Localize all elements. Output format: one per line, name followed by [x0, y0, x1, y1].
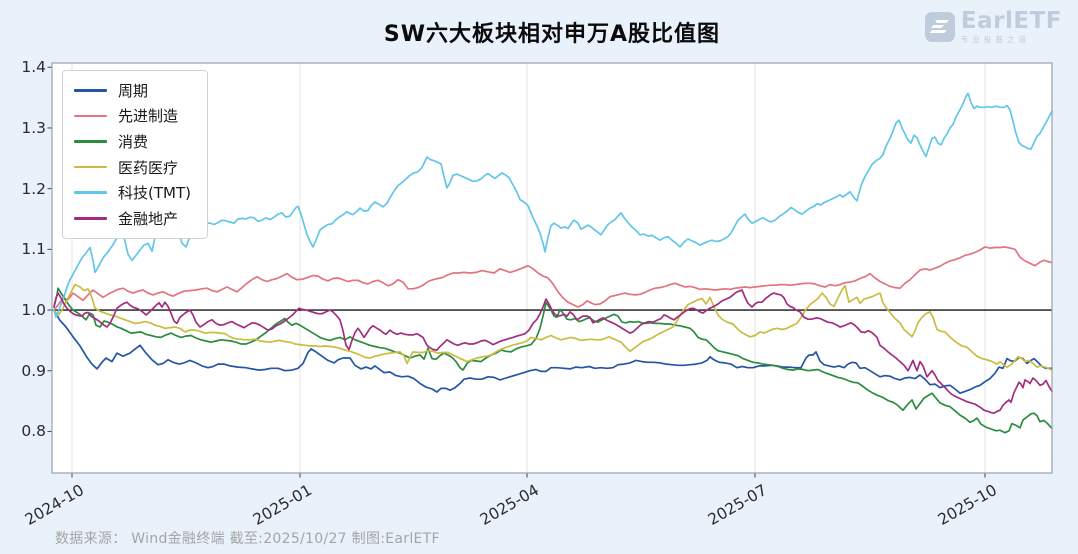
- y-axis-tick-label: 1.3: [21, 118, 46, 137]
- series-line-金融地产: [53, 289, 1053, 415]
- series-line-消费: [53, 287, 1053, 434]
- plot-area: [52, 63, 1052, 473]
- earletf-logo-icon: [924, 11, 955, 42]
- line-swatch: [74, 140, 107, 143]
- line-swatch: [74, 216, 107, 220]
- line-swatch: [74, 114, 107, 118]
- y-axis-tick-label: 1.0: [21, 301, 46, 320]
- y-axis-tick-label: 0.8: [21, 422, 46, 441]
- line-swatch: [74, 191, 107, 194]
- legend-item: 消费: [74, 130, 191, 153]
- legend: 周期 先进制造 消费 医药医疗 科技(TMT) 金融地产: [62, 70, 208, 239]
- series-line-周期: [53, 309, 1053, 395]
- legend-item: 周期: [74, 79, 191, 102]
- line-swatch: [74, 165, 107, 169]
- legend-item: 金融地产: [74, 207, 191, 230]
- y-axis-tick-label: 1.1: [21, 240, 46, 259]
- legend-item: 先进制造: [74, 105, 191, 128]
- series-line-科技(TMT): [53, 92, 1053, 319]
- earletf-watermark: EarlETF 专业投基之道: [924, 8, 1062, 44]
- y-axis-tick-label: 0.9: [21, 361, 46, 380]
- series-line-先进制造: [53, 246, 1053, 311]
- plot-border: [51, 62, 1053, 474]
- y-axis-tick-label: 1.2: [21, 179, 46, 198]
- y-axis-tick-label: 1.4: [21, 58, 46, 77]
- legend-item: 科技(TMT): [74, 181, 191, 204]
- brand-tagline: 专业投基之道: [960, 35, 1030, 44]
- line-swatch: [74, 89, 107, 92]
- series-line-医药医疗: [53, 283, 1053, 371]
- page-title: SW六大板块相对申万A股比值图: [383, 22, 721, 47]
- legend-item: 医药医疗: [74, 156, 191, 179]
- data-source-caption: 数据来源： Wind金融终端 截至:2025/10/27 制图:EarlETF: [55, 531, 440, 547]
- brand-name: EarlETF: [960, 8, 1062, 34]
